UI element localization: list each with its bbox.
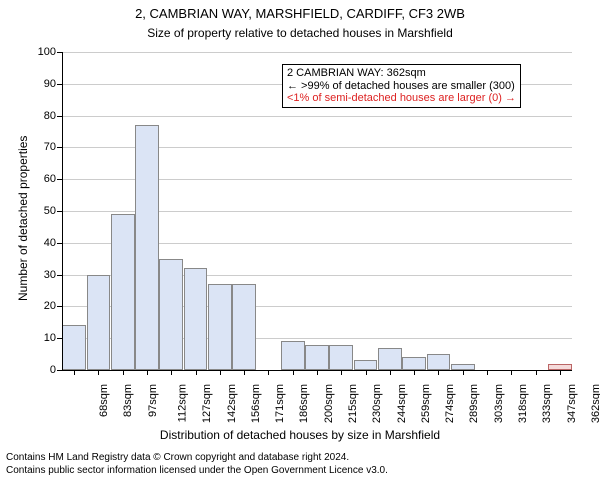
y-tick-label: 100 (38, 46, 62, 58)
histogram-bar (305, 345, 329, 370)
annotation-box: 2 CAMBRIAN WAY: 362sqm ← >99% of detache… (282, 64, 521, 108)
gridline-h (62, 116, 572, 117)
x-tick-label: 347sqm (566, 384, 578, 423)
footer-line-2: Contains public sector information licen… (6, 465, 388, 478)
x-axis-label: Distribution of detached houses by size … (0, 428, 600, 442)
footer-line-1: Contains HM Land Registry data © Crown c… (6, 452, 388, 465)
histogram-bar (402, 357, 426, 370)
x-tick-label: 274sqm (444, 384, 456, 423)
annotation-line-3: <1% of semi-detached houses are larger (… (287, 92, 516, 105)
x-tick-label: 289sqm (469, 384, 481, 423)
histogram-bar (111, 214, 135, 370)
y-tick-label: 70 (44, 141, 62, 153)
x-tick-label: 318sqm (517, 384, 529, 423)
x-tick-label: 362sqm (590, 384, 600, 423)
annotation-line-1: 2 CAMBRIAN WAY: 362sqm (287, 67, 516, 80)
y-tick-label: 80 (44, 110, 62, 122)
histogram-bar (354, 360, 378, 370)
x-tick-label: 127sqm (201, 384, 213, 423)
y-tick-label: 60 (44, 173, 62, 185)
y-tick-label: 0 (50, 364, 62, 376)
x-tick-label: 83sqm (122, 384, 134, 417)
histogram-bar (232, 284, 256, 370)
histogram-bar (184, 268, 208, 370)
y-axis-label: Number of detached properties (16, 136, 30, 301)
y-tick-label: 30 (44, 269, 62, 281)
page-subtitle: Size of property relative to detached ho… (0, 26, 600, 40)
y-tick-label: 20 (44, 300, 62, 312)
x-tick-label: 156sqm (250, 384, 262, 423)
gridline-h (62, 52, 572, 53)
x-tick-label: 97sqm (147, 384, 159, 417)
histogram-bar (208, 284, 232, 370)
x-tick-label: 112sqm (176, 384, 188, 422)
x-tick-label: 200sqm (323, 384, 335, 423)
y-tick-label: 40 (44, 237, 62, 249)
x-tick-label: 303sqm (493, 384, 505, 423)
y-tick-label: 10 (44, 332, 62, 344)
y-axis-line (62, 52, 63, 370)
histogram-bar (135, 125, 159, 370)
x-tick-label: 142sqm (226, 384, 238, 423)
x-tick-label: 68sqm (98, 384, 110, 417)
page-title: 2, CAMBRIAN WAY, MARSHFIELD, CARDIFF, CF… (0, 6, 600, 21)
histogram-bar (427, 354, 451, 370)
x-axis-line (62, 370, 572, 371)
y-tick-label: 90 (44, 78, 62, 90)
y-tick-label: 50 (44, 205, 62, 217)
x-tick-label: 259sqm (420, 384, 432, 423)
histogram-bar (62, 325, 86, 370)
x-tick-label: 230sqm (371, 384, 383, 423)
histogram-bar (378, 348, 402, 370)
histogram-bar (159, 259, 183, 370)
x-tick-label: 171sqm (274, 384, 286, 423)
histogram-bar (329, 345, 353, 370)
histogram-bar (281, 341, 305, 370)
annotation-line-2: ← >99% of detached houses are smaller (3… (287, 80, 516, 93)
x-tick-label: 186sqm (299, 384, 311, 423)
histogram-bar (87, 275, 111, 370)
footer-attribution: Contains HM Land Registry data © Crown c… (6, 452, 388, 477)
x-tick-label: 244sqm (396, 384, 408, 423)
x-tick-label: 333sqm (541, 384, 553, 423)
x-tick-label: 215sqm (347, 384, 359, 423)
